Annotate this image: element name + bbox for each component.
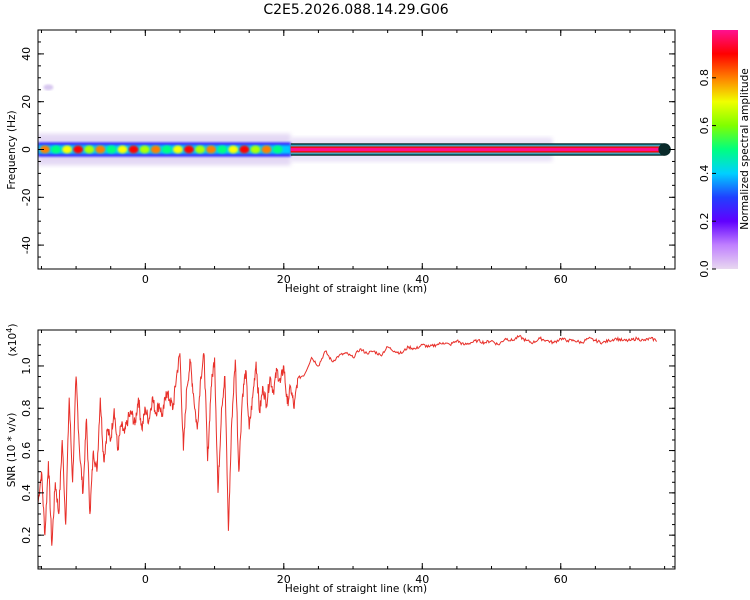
colorbar-tick-label: 0.2	[698, 212, 711, 230]
snr-xlabel: Height of straight line (km)	[285, 583, 427, 595]
spectrogram-blob	[84, 145, 95, 154]
colorbar-tick-label: 0.8	[698, 69, 711, 87]
snr-xtick-label: 20	[277, 573, 291, 586]
snr-ytick-label: 1.0	[20, 357, 33, 375]
spectrogram-ytick-label: 20	[20, 95, 33, 109]
spectrogram-blob	[239, 145, 250, 154]
spectrogram-blob	[139, 145, 150, 154]
spectrogram-ytick-label: 40	[20, 47, 33, 61]
spectrogram-blob	[261, 145, 272, 154]
snr-xtick-label: 40	[415, 573, 429, 586]
spectrogram-blob	[73, 145, 84, 154]
spectrogram-ytick-label: -20	[20, 188, 33, 206]
chart-title: C2E5.2026.088.14.29.G06	[263, 2, 448, 18]
snr-xtick-label: 60	[554, 573, 568, 586]
colorbar-label: Normalized spectral amplitude	[739, 68, 750, 229]
spectrogram-outlier	[43, 84, 54, 91]
snr-ytick-label: 0.4	[20, 484, 33, 502]
spectrogram-xtick-label: 40	[415, 273, 429, 286]
colorbar-tick-label: 0.4	[698, 165, 711, 183]
spectrogram-blob	[183, 145, 194, 154]
snr-ytick-label: 0.2	[20, 526, 33, 544]
snr-frame	[37, 329, 676, 570]
snr-panel: 0 20 40 60 0.2 0.4 0.6 0.8 1.0 Height of straigh…	[5, 324, 676, 595]
spectrogram-blob	[206, 145, 217, 154]
spectrogram-blob	[95, 145, 106, 154]
spectrogram-blob	[172, 145, 183, 154]
colorbar-tick-label: 0.0	[698, 260, 711, 278]
spectrogram-xtick-label: 20	[277, 273, 291, 286]
snr-series-line	[38, 334, 658, 546]
colorbar: 0.0 0.2 0.4 0.6 0.8 Normalized spectral ampl…	[698, 30, 750, 278]
snr-xtick-label: 0	[142, 573, 149, 586]
spectrogram-heatmap	[38, 84, 671, 166]
spectrogram-xtick-label: 60	[554, 273, 568, 286]
spectrogram-blob	[250, 145, 261, 154]
spectrogram-blob	[117, 145, 128, 154]
snr-plot-area	[38, 330, 675, 569]
spectrogram-ylabel: Frequency (Hz)	[6, 110, 18, 189]
colorbar-gradient	[712, 30, 738, 269]
spectrogram-blob	[228, 145, 239, 154]
spectrogram-xlabel: Height of straight line (km)	[285, 283, 427, 295]
spectrogram-panel: 0 20 40 60 -40 -20 0 20 40 Height of straight li…	[6, 29, 676, 295]
spectrogram-blob	[39, 145, 50, 154]
spectrogram-blob	[161, 145, 172, 154]
colorbar-tick-label: 0.6	[698, 117, 711, 135]
spectrogram-ytick-label: -40	[20, 236, 33, 254]
spectrogram-xtick-label: 0	[142, 273, 149, 286]
spectrogram-blob	[272, 145, 283, 154]
snr-ylabel: SNR (10 * v/v)	[6, 413, 18, 488]
spectrogram-band-segment2-core	[290, 148, 665, 151]
spectrogram-blob	[62, 145, 73, 154]
spectrogram-blob	[195, 145, 206, 154]
snr-ytick-label: 0.6	[20, 442, 33, 460]
spectrogram-blob	[106, 145, 117, 154]
spectrogram-band-end	[658, 143, 671, 156]
spectrogram-blob	[150, 145, 161, 154]
spectrogram-blob	[217, 145, 228, 154]
snr-multiplier: (x104)	[5, 324, 19, 357]
spectrogram-blob	[51, 145, 62, 154]
spectrogram-ytick-label: 0	[20, 146, 33, 153]
spectrogram-blob	[128, 145, 139, 154]
spectrogram-frame	[37, 29, 676, 270]
snr-ytick-label: 0.8	[20, 400, 33, 418]
